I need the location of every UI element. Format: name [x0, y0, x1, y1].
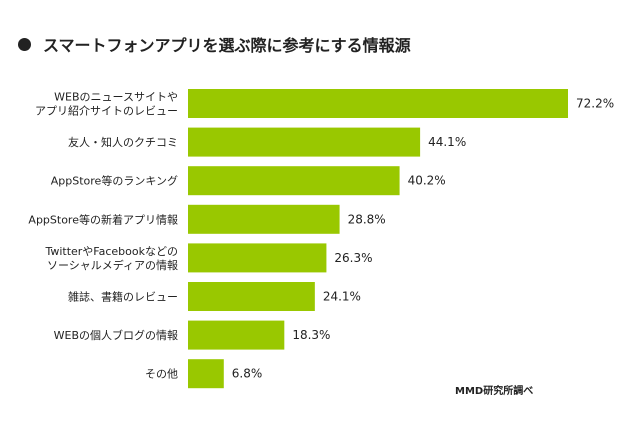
value-label: 44.1% [428, 135, 466, 149]
category-label: 友人・知人のクチコミ [68, 135, 178, 149]
bar [188, 89, 568, 118]
value-label: 6.8% [232, 367, 263, 381]
source-note: MMD研究所調べ [455, 386, 534, 397]
bar [188, 359, 224, 389]
bar [188, 166, 400, 196]
category-label: アプリ紹介サイトのレビュー [35, 105, 178, 118]
value-label: 18.3% [292, 328, 330, 342]
value-label: 26.3% [334, 251, 372, 265]
category-label: WEBのニュースサイトや [54, 91, 178, 104]
bar [188, 204, 340, 234]
chart-title: スマートフォンアプリを選ぶ際に参考にする情報源 [18, 32, 411, 56]
bar [188, 282, 315, 311]
category-label: AppStore等の新着アプリ情報 [28, 212, 178, 226]
bar [188, 127, 421, 157]
category-label: その他 [145, 368, 178, 381]
category-label: 雑誌、書籍のレビュー [68, 290, 178, 304]
category-label: AppStore等のランキング [51, 174, 178, 188]
chart-title-text: スマートフォンアプリを選ぶ際に参考にする情報源 [43, 36, 411, 55]
bar [188, 243, 327, 273]
category-label: TwitterやFacebookなどの [44, 245, 178, 258]
value-label: 40.2% [408, 174, 446, 188]
value-label: 72.2% [576, 97, 614, 111]
bullet-icon [18, 37, 31, 51]
value-label: 24.1% [323, 290, 361, 304]
value-label: 28.8% [348, 212, 386, 226]
category-label: ソーシャルメディアの情報 [47, 258, 178, 272]
category-label: WEBの個人ブログの情報 [54, 328, 178, 342]
bar [188, 320, 285, 350]
